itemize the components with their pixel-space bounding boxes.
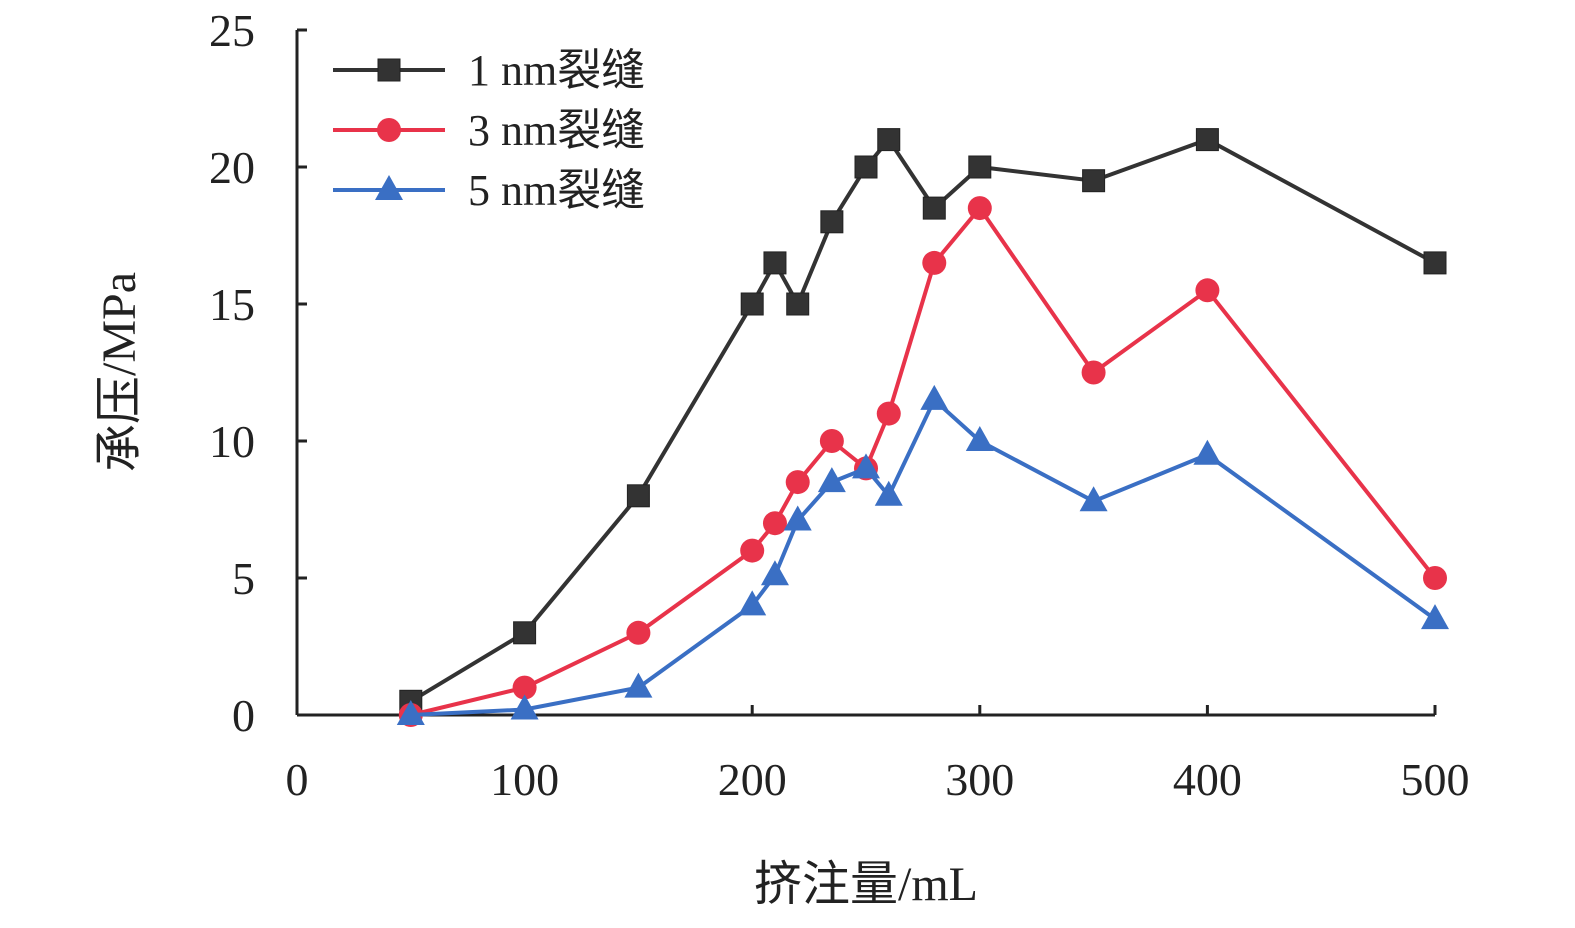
data-point-circle (626, 620, 651, 645)
data-point-triangle (1421, 604, 1449, 630)
data-point-circle (819, 429, 844, 453)
legend-item: 1 nm裂缝 (333, 46, 645, 95)
y-tick-label: 10 (209, 416, 255, 467)
data-point-square (763, 251, 787, 275)
data-point-circle (512, 675, 537, 700)
data-point-circle (967, 196, 992, 221)
data-point-triangle (920, 384, 949, 410)
x-tick-label: 200 (718, 754, 787, 805)
data-point-circle (785, 470, 810, 495)
legend-item: 5 nm裂缝 (333, 166, 645, 215)
data-point-square (626, 484, 650, 508)
data-point-triangle (817, 467, 846, 493)
data-point-circle (1081, 360, 1106, 385)
data-point-circle (876, 401, 901, 426)
data-point-square (740, 292, 764, 316)
y-tick-label: 20 (209, 142, 255, 193)
legend-label: 3 nm裂缝 (468, 106, 645, 155)
data-point-circle (377, 118, 401, 142)
data-point-square (968, 155, 992, 179)
data-point-circle (740, 538, 765, 563)
data-point-triangle (874, 480, 903, 506)
data-point-triangle (375, 175, 403, 200)
y-tick-label: 25 (209, 5, 255, 56)
data-point-triangle (624, 672, 653, 698)
data-point-square (820, 210, 844, 234)
series-3 (396, 384, 1449, 725)
x-tick-label: 500 (1401, 754, 1470, 805)
data-point-square (1082, 169, 1106, 193)
data-point-square (877, 128, 901, 152)
data-point-square (377, 58, 401, 82)
series-line (410, 204, 1437, 717)
data-point-triangle (1079, 486, 1108, 512)
legend-label: 5 nm裂缝 (468, 166, 645, 215)
data-point-square (1195, 128, 1219, 152)
y-tick-label: 15 (209, 279, 255, 330)
x-tick-label: 400 (1173, 754, 1242, 805)
x-tick-label: 100 (490, 754, 559, 805)
data-point-circle (922, 250, 947, 275)
data-point-triangle (738, 590, 767, 616)
y-axis-label: 承压/MPa (93, 272, 146, 472)
x-tick-label: 300 (945, 754, 1014, 805)
legend-label: 1 nm裂缝 (468, 46, 645, 95)
series-line (410, 396, 1437, 717)
data-point-triangle (783, 505, 812, 531)
data-point-triangle (965, 426, 994, 451)
data-point-square (854, 155, 878, 179)
data-point-triangle (760, 560, 789, 586)
data-point-square (786, 292, 810, 316)
legend-item: 3 nm裂缝 (333, 106, 645, 155)
data-point-square (1423, 251, 1447, 275)
axes: 0 100 200 300 400 500 0 5 10 15 20 25 (209, 5, 1470, 805)
data-point-square (922, 196, 946, 220)
legend: 1 nm裂缝 3 nm裂缝 5 nm裂缝 (333, 46, 645, 215)
data-point-circle (1195, 278, 1220, 303)
series-line (409, 136, 1436, 704)
series-1 (399, 128, 1447, 713)
data-point-square (513, 621, 537, 645)
x-axis-label: 挤注量/mL (754, 858, 978, 911)
data-point-circle (762, 511, 787, 536)
data-point-triangle (852, 453, 880, 479)
series-2 (398, 196, 1447, 727)
x-tick-label: 0 (286, 754, 309, 805)
data-point-triangle (1193, 439, 1222, 465)
data-point-triangle (396, 700, 425, 725)
data-point-circle (1423, 566, 1447, 590)
data-point-triangle (510, 694, 539, 720)
series-layer (396, 128, 1449, 727)
y-tick-label: 5 (232, 553, 255, 604)
y-tick-label: 0 (232, 690, 255, 741)
